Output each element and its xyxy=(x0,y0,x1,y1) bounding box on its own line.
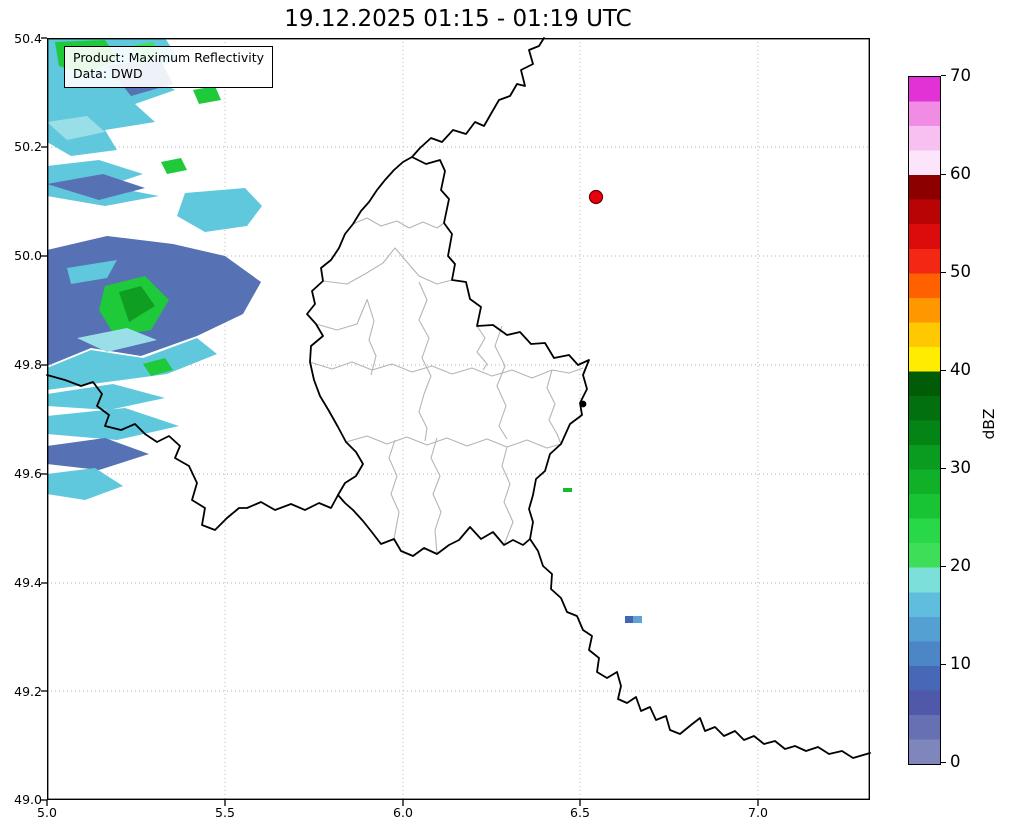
colorbar-tick xyxy=(941,272,946,274)
isolated-echo-blue xyxy=(625,616,633,623)
y-axis-tick-label: 49.2 xyxy=(14,684,42,699)
map-plot xyxy=(41,37,871,806)
y-axis-tick-label: 50.0 xyxy=(14,248,42,263)
luxembourg-border xyxy=(306,156,590,557)
france-germany-border xyxy=(529,538,871,759)
colorbar-tick xyxy=(941,762,946,764)
colorbar-tick-label: 20 xyxy=(950,556,971,575)
info-box: Product: Maximum Reflectivity Data: DWD xyxy=(64,46,274,88)
y-axis-tick-label: 50.2 xyxy=(14,139,42,154)
colorbar-tick-label: 70 xyxy=(950,66,971,85)
y-axis-tick-label: 49.8 xyxy=(14,357,42,372)
info-box-product: Product: Maximum Reflectivity xyxy=(73,50,265,65)
colorbar-tick xyxy=(941,75,946,77)
isolated-echo-blue xyxy=(633,616,642,623)
colorbar-axis-label: dBZ xyxy=(980,408,998,440)
canton-borders xyxy=(309,217,584,555)
belgium-germany-border xyxy=(411,37,545,158)
info-box-source: Data: DWD xyxy=(73,66,143,82)
y-axis-tick-label: 49.6 xyxy=(14,466,42,481)
map-plot-svg xyxy=(41,37,871,806)
plot-frame xyxy=(46,37,870,800)
gridlines xyxy=(47,38,870,800)
colorbar-tick-label: 40 xyxy=(950,360,971,379)
border-river-junction-dot xyxy=(579,400,587,408)
colorbar-tick-label: 60 xyxy=(950,164,971,183)
colorbar xyxy=(908,76,941,765)
x-axis-tick-label: 5.0 xyxy=(37,805,57,820)
colorbar-tick xyxy=(941,566,946,568)
colorbar-tick-label: 30 xyxy=(950,458,971,477)
y-axis-tick-label: 49.4 xyxy=(14,575,42,590)
axis-tick-marks xyxy=(41,37,759,806)
colorbar-tick xyxy=(941,174,946,176)
colorbar-tick xyxy=(941,370,946,372)
y-axis-tick-label: 49.0 xyxy=(14,792,42,807)
isolated-echo-green xyxy=(563,488,572,492)
plot-background xyxy=(47,38,870,800)
colorbar-tick-label: 10 xyxy=(950,654,971,673)
x-axis-tick-label: 7.0 xyxy=(748,805,768,820)
x-axis-tick-label: 5.5 xyxy=(215,805,235,820)
y-axis-tick-label: 50.4 xyxy=(14,31,42,46)
x-axis-tick-label: 6.0 xyxy=(393,805,413,820)
country-borders xyxy=(46,37,871,759)
colorbar-gradient xyxy=(909,77,940,764)
colorbar-tick xyxy=(941,664,946,666)
station-marker-dot xyxy=(588,189,604,205)
belgium-france-border xyxy=(46,374,339,531)
colorbar-tick xyxy=(941,468,946,470)
plot-title: 19.12.2025 01:15 - 01:19 UTC xyxy=(284,6,632,32)
colorbar-tick-label: 0 xyxy=(950,752,961,771)
x-axis-tick-label: 6.5 xyxy=(570,805,590,820)
colorbar-tick-label: 50 xyxy=(950,262,971,281)
